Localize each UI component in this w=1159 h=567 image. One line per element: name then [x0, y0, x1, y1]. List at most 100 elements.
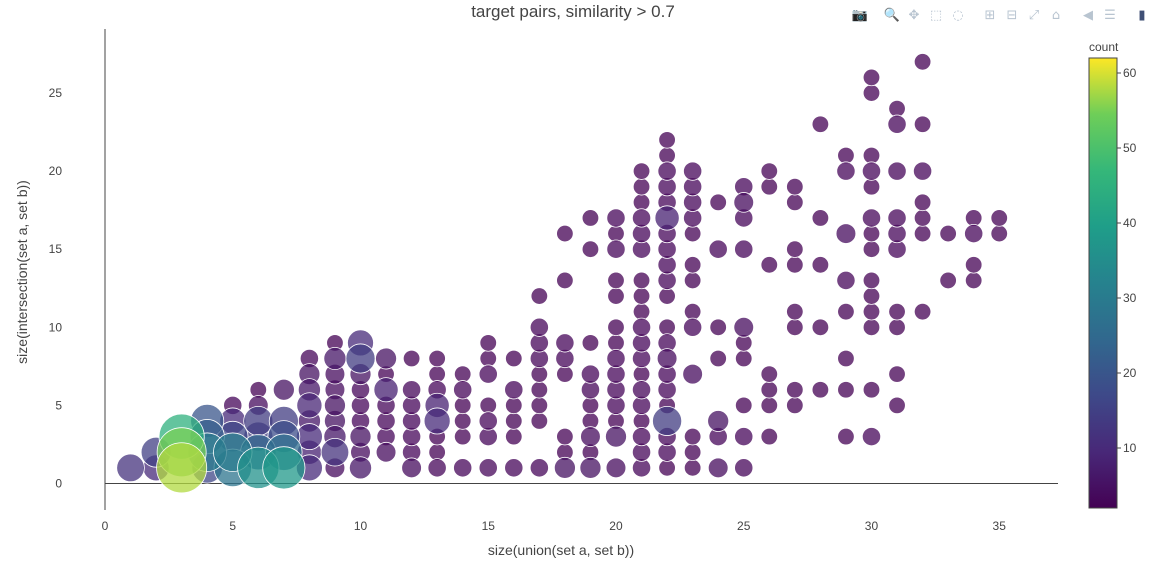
- scatter-point[interactable]: [811, 381, 830, 399]
- scatter-point[interactable]: [530, 396, 549, 415]
- scatter-point[interactable]: [652, 405, 683, 436]
- scatter-point[interactable]: [479, 349, 497, 368]
- scatter-point[interactable]: [607, 318, 625, 337]
- scatter-point[interactable]: [479, 396, 497, 415]
- scatter-point[interactable]: [632, 271, 651, 290]
- scatter-point[interactable]: [579, 456, 602, 479]
- scatter-point[interactable]: [913, 302, 932, 321]
- scatter-point[interactable]: [786, 256, 804, 274]
- scatter-point[interactable]: [156, 442, 208, 494]
- scatter-point[interactable]: [607, 224, 625, 243]
- scatter-point[interactable]: [606, 239, 626, 259]
- scatter-point[interactable]: [964, 271, 983, 290]
- hover-compare-icon[interactable]: ☰: [1104, 7, 1116, 23]
- scatter-point[interactable]: [632, 193, 651, 212]
- scatter-point[interactable]: [556, 365, 574, 383]
- scatter-point[interactable]: [964, 256, 983, 274]
- scatter-point[interactable]: [373, 377, 399, 403]
- scatter-point[interactable]: [556, 271, 574, 290]
- scatter-point[interactable]: [913, 53, 932, 71]
- scatter-point[interactable]: [811, 115, 830, 133]
- scatter-point[interactable]: [837, 146, 855, 165]
- scatter-point[interactable]: [861, 427, 882, 447]
- scatter-point[interactable]: [837, 349, 855, 368]
- scatter-point[interactable]: [345, 343, 376, 374]
- scatter-point[interactable]: [658, 287, 676, 305]
- scatter-point[interactable]: [683, 256, 702, 274]
- scatter-point[interactable]: [837, 427, 855, 446]
- scatter-point[interactable]: [530, 381, 549, 399]
- scatter-point[interactable]: [428, 349, 446, 368]
- scatter-point[interactable]: [760, 396, 779, 415]
- scatter-point[interactable]: [553, 456, 576, 479]
- scatter-point[interactable]: [530, 412, 549, 430]
- scatter-point[interactable]: [682, 363, 703, 385]
- scatter-point[interactable]: [632, 365, 651, 383]
- scatter-point[interactable]: [555, 333, 575, 353]
- scatter-point[interactable]: [478, 411, 498, 431]
- scatter-point[interactable]: [862, 271, 881, 290]
- scatter-point[interactable]: [116, 453, 145, 483]
- scatter-point[interactable]: [581, 396, 600, 415]
- hover-closest-icon[interactable]: ◀: [1083, 7, 1093, 23]
- scatter-point[interactable]: [786, 318, 804, 337]
- scatter-point[interactable]: [760, 162, 779, 180]
- scatter-point[interactable]: [862, 146, 881, 165]
- scatter-point[interactable]: [786, 193, 804, 212]
- scatter-point[interactable]: [505, 427, 523, 446]
- scatter-point[interactable]: [888, 99, 906, 118]
- scatter-point[interactable]: [811, 318, 830, 337]
- scatter-point[interactable]: [786, 178, 804, 196]
- scatter-point[interactable]: [862, 178, 881, 196]
- scatter-point[interactable]: [631, 380, 652, 400]
- camera-icon[interactable]: 📷: [851, 7, 869, 23]
- scatter-point[interactable]: [734, 427, 754, 447]
- scatter-point[interactable]: [581, 209, 600, 227]
- scatter-point[interactable]: [323, 347, 347, 371]
- scatter-point[interactable]: [580, 426, 601, 447]
- scatter-point[interactable]: [836, 161, 856, 181]
- scatter-point[interactable]: [581, 240, 600, 258]
- scatter-point[interactable]: [735, 396, 753, 415]
- scatter-point[interactable]: [990, 209, 1008, 227]
- scatter-point[interactable]: [760, 365, 779, 383]
- scatter-point[interactable]: [786, 381, 804, 399]
- scatter-point[interactable]: [735, 349, 753, 368]
- box-select-icon[interactable]: ⬚: [929, 7, 943, 23]
- scatter-point[interactable]: [990, 224, 1008, 243]
- scatter-point[interactable]: [453, 365, 472, 383]
- scatter-point[interactable]: [658, 318, 676, 337]
- scatter-point[interactable]: [683, 317, 703, 337]
- scatter-point[interactable]: [811, 209, 830, 227]
- scatter-point[interactable]: [709, 318, 727, 337]
- scatter-point[interactable]: [607, 334, 625, 352]
- scatter-point[interactable]: [861, 208, 882, 228]
- scatter-point[interactable]: [656, 348, 678, 369]
- scatter-point[interactable]: [581, 334, 600, 352]
- scatter-point[interactable]: [683, 302, 702, 321]
- scatter-point[interactable]: [939, 271, 957, 290]
- scatter-point[interactable]: [348, 456, 373, 480]
- scatter-point[interactable]: [683, 459, 702, 477]
- scatter-point[interactable]: [862, 302, 881, 321]
- scatter-point[interactable]: [786, 396, 804, 415]
- scatter-point[interactable]: [654, 205, 680, 231]
- scatter-point[interactable]: [324, 394, 346, 417]
- scatter-point[interactable]: [862, 381, 881, 399]
- scatter-point[interactable]: [580, 364, 601, 384]
- scatter-point[interactable]: [478, 364, 498, 384]
- scatter-point[interactable]: [837, 302, 855, 321]
- scatter-point[interactable]: [862, 287, 881, 305]
- scatter-point[interactable]: [556, 427, 574, 446]
- scatter-point[interactable]: [375, 347, 397, 370]
- zoom-icon[interactable]: 🔍: [883, 7, 901, 23]
- scatter-point[interactable]: [939, 224, 957, 243]
- scatter-point[interactable]: [683, 443, 702, 461]
- scatter-point[interactable]: [683, 427, 702, 446]
- scatter-point[interactable]: [913, 115, 932, 133]
- scatter-point[interactable]: [708, 239, 728, 259]
- scatter-point[interactable]: [913, 161, 933, 181]
- scatter-point[interactable]: [835, 223, 857, 244]
- scatter-point[interactable]: [631, 317, 652, 337]
- scatter-point[interactable]: [887, 161, 907, 181]
